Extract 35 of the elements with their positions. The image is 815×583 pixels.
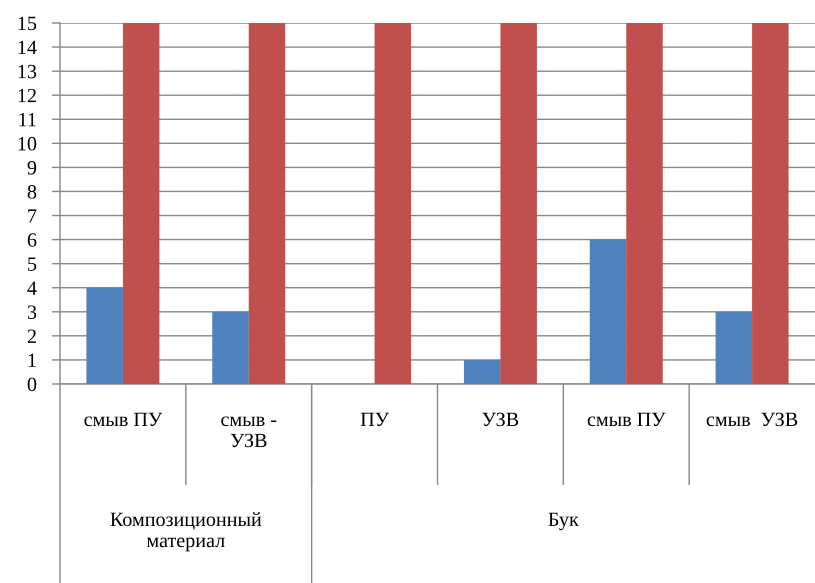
y-tick-label: 5	[28, 257, 36, 271]
bar	[122, 23, 160, 384]
y-tick-label: 0	[28, 378, 36, 392]
y-tick-label: 1	[28, 354, 36, 367]
y-tick-label: 7	[28, 209, 36, 223]
bar	[212, 312, 249, 384]
bar	[500, 23, 537, 384]
y-tick-label: 4	[27, 281, 37, 295]
text: Бук	[548, 512, 579, 530]
x-tick-label: смыв УЗВ	[706, 412, 798, 426]
text: Композиционный материал	[110, 512, 262, 552]
bar	[86, 288, 123, 384]
y-tick-label: 13	[18, 64, 36, 78]
bar	[752, 23, 789, 384]
y-tick-label: 12	[18, 88, 36, 102]
bar	[626, 23, 663, 384]
x-tick-label: смыв ПУ	[84, 412, 162, 426]
bar	[248, 23, 286, 384]
y-tick-label: 6	[28, 233, 36, 247]
x-tick-label: УЗВ	[482, 412, 518, 426]
bar	[464, 360, 500, 384]
y-tick-label: 10	[18, 136, 36, 151]
y-tick-label: 2	[28, 330, 36, 343]
y-tick-label: 8	[28, 185, 36, 199]
bar	[374, 23, 412, 384]
y-tick-label: 11	[19, 112, 36, 126]
y-tick-label: 14	[18, 40, 37, 54]
x-tick-label: ПУ	[360, 412, 389, 426]
y-tick-label: 9	[28, 161, 36, 175]
y-tick-label: 15	[18, 16, 36, 30]
x-tick-label: смыв ПУ	[588, 412, 666, 426]
bar	[590, 240, 626, 384]
y-tick-label: 3	[28, 305, 36, 319]
x-tick-label: смыв - УЗВ	[221, 416, 276, 448]
bar	[716, 312, 752, 384]
